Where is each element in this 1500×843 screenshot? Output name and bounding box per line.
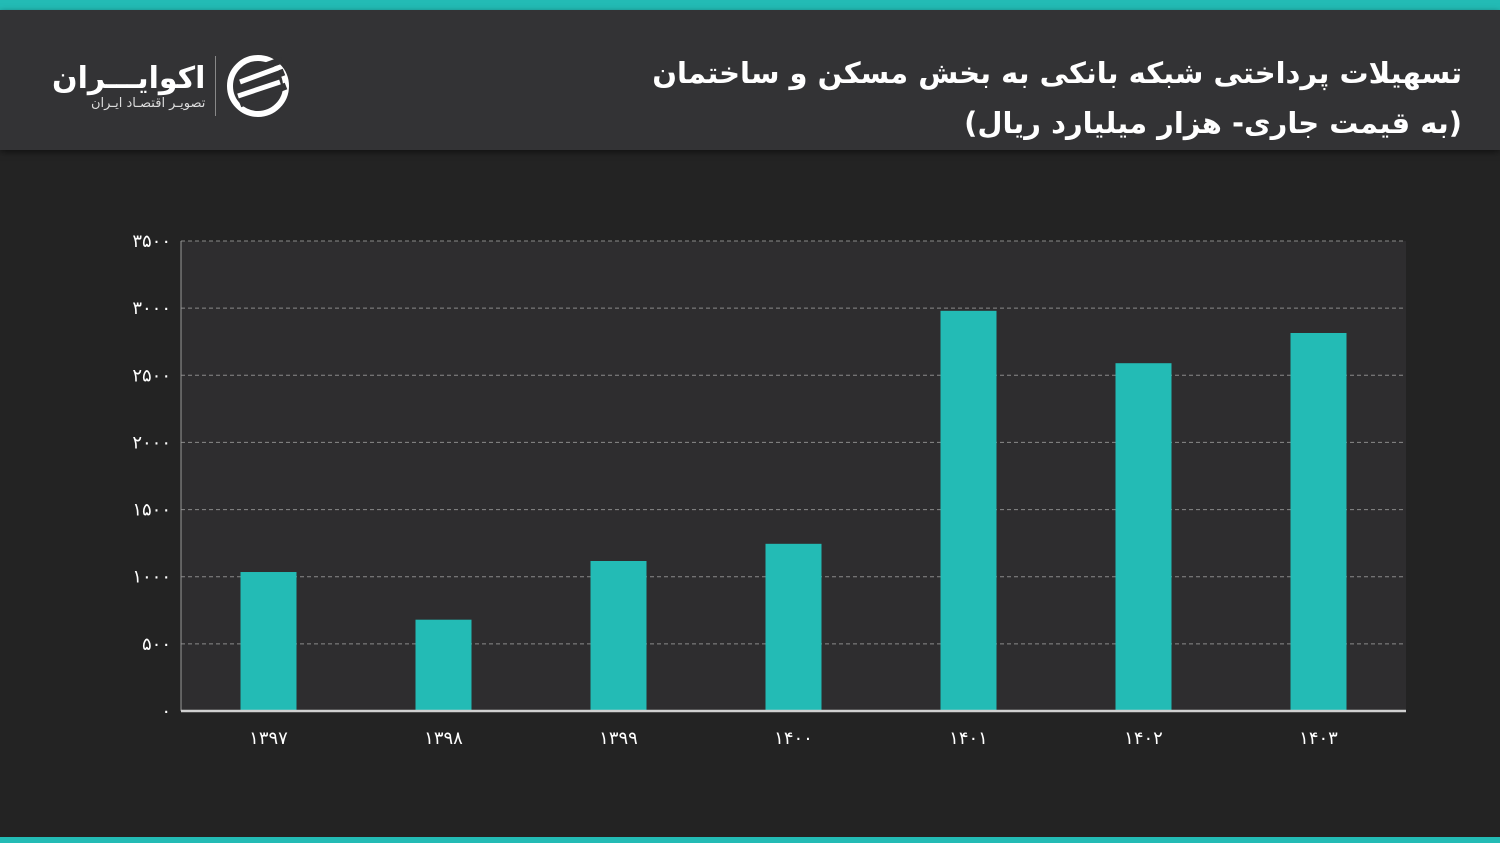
top-accent-bar [0,0,1500,10]
x-tick-label: ۱۴۰۰ [774,728,813,749]
x-tick-label: ۱۳۹۷ [249,728,288,749]
y-tick-label: ۰ [161,701,171,722]
x-tick-label: ۱۳۹۸ [424,728,463,749]
y-tick-label: ۱۵۰۰ [132,500,171,521]
y-tick-label: ۲۰۰۰ [132,432,171,453]
logo-text: اکوایـــران تصویـر اقتصـاد ایـران [52,60,206,111]
x-tick-label: ۱۳۹۹ [599,728,638,749]
header: تسهیلات پرداختی شبکه بانکی به بخش مسکن و… [0,10,1500,150]
y-tick-label: ۲۵۰۰ [132,365,171,386]
title-line-2: (به قیمت جاری- هزار میلیارد ریال) [964,106,1462,140]
logo: اکوایـــران تصویـر اقتصـاد ایـران [52,54,290,118]
chart-title: تسهیلات پرداختی شبکه بانکی به بخش مسکن و… [652,48,1462,148]
x-tick-label: ۱۴۰۲ [1124,728,1163,749]
logo-divider [215,56,217,116]
bar-0 [240,572,297,711]
y-tick-label: ۱۰۰۰ [132,567,171,588]
y-tick-label: ۵۰۰ [142,634,171,655]
logo-name: اکوایـــران [52,60,206,96]
logo-tagline: تصویـر اقتصـاد ایـران [90,95,206,111]
y-tick-label: ۳۰۰۰ [132,298,171,319]
x-tick-label: ۱۴۰۳ [1299,728,1338,749]
x-tick-label: ۱۴۰۱ [949,728,988,749]
bar-6 [1290,332,1347,711]
bottom-accent-bar [0,837,1500,843]
bar-5 [1115,363,1172,711]
bar-4 [940,310,997,711]
y-tick-label: ۳۵۰۰ [132,231,171,252]
title-line-1: تسهیلات پرداختی شبکه بانکی به بخش مسکن و… [652,56,1462,90]
bar-2 [590,561,647,711]
logo-mark-icon [227,55,290,117]
bar-1 [415,619,472,711]
bar-3 [765,543,822,711]
